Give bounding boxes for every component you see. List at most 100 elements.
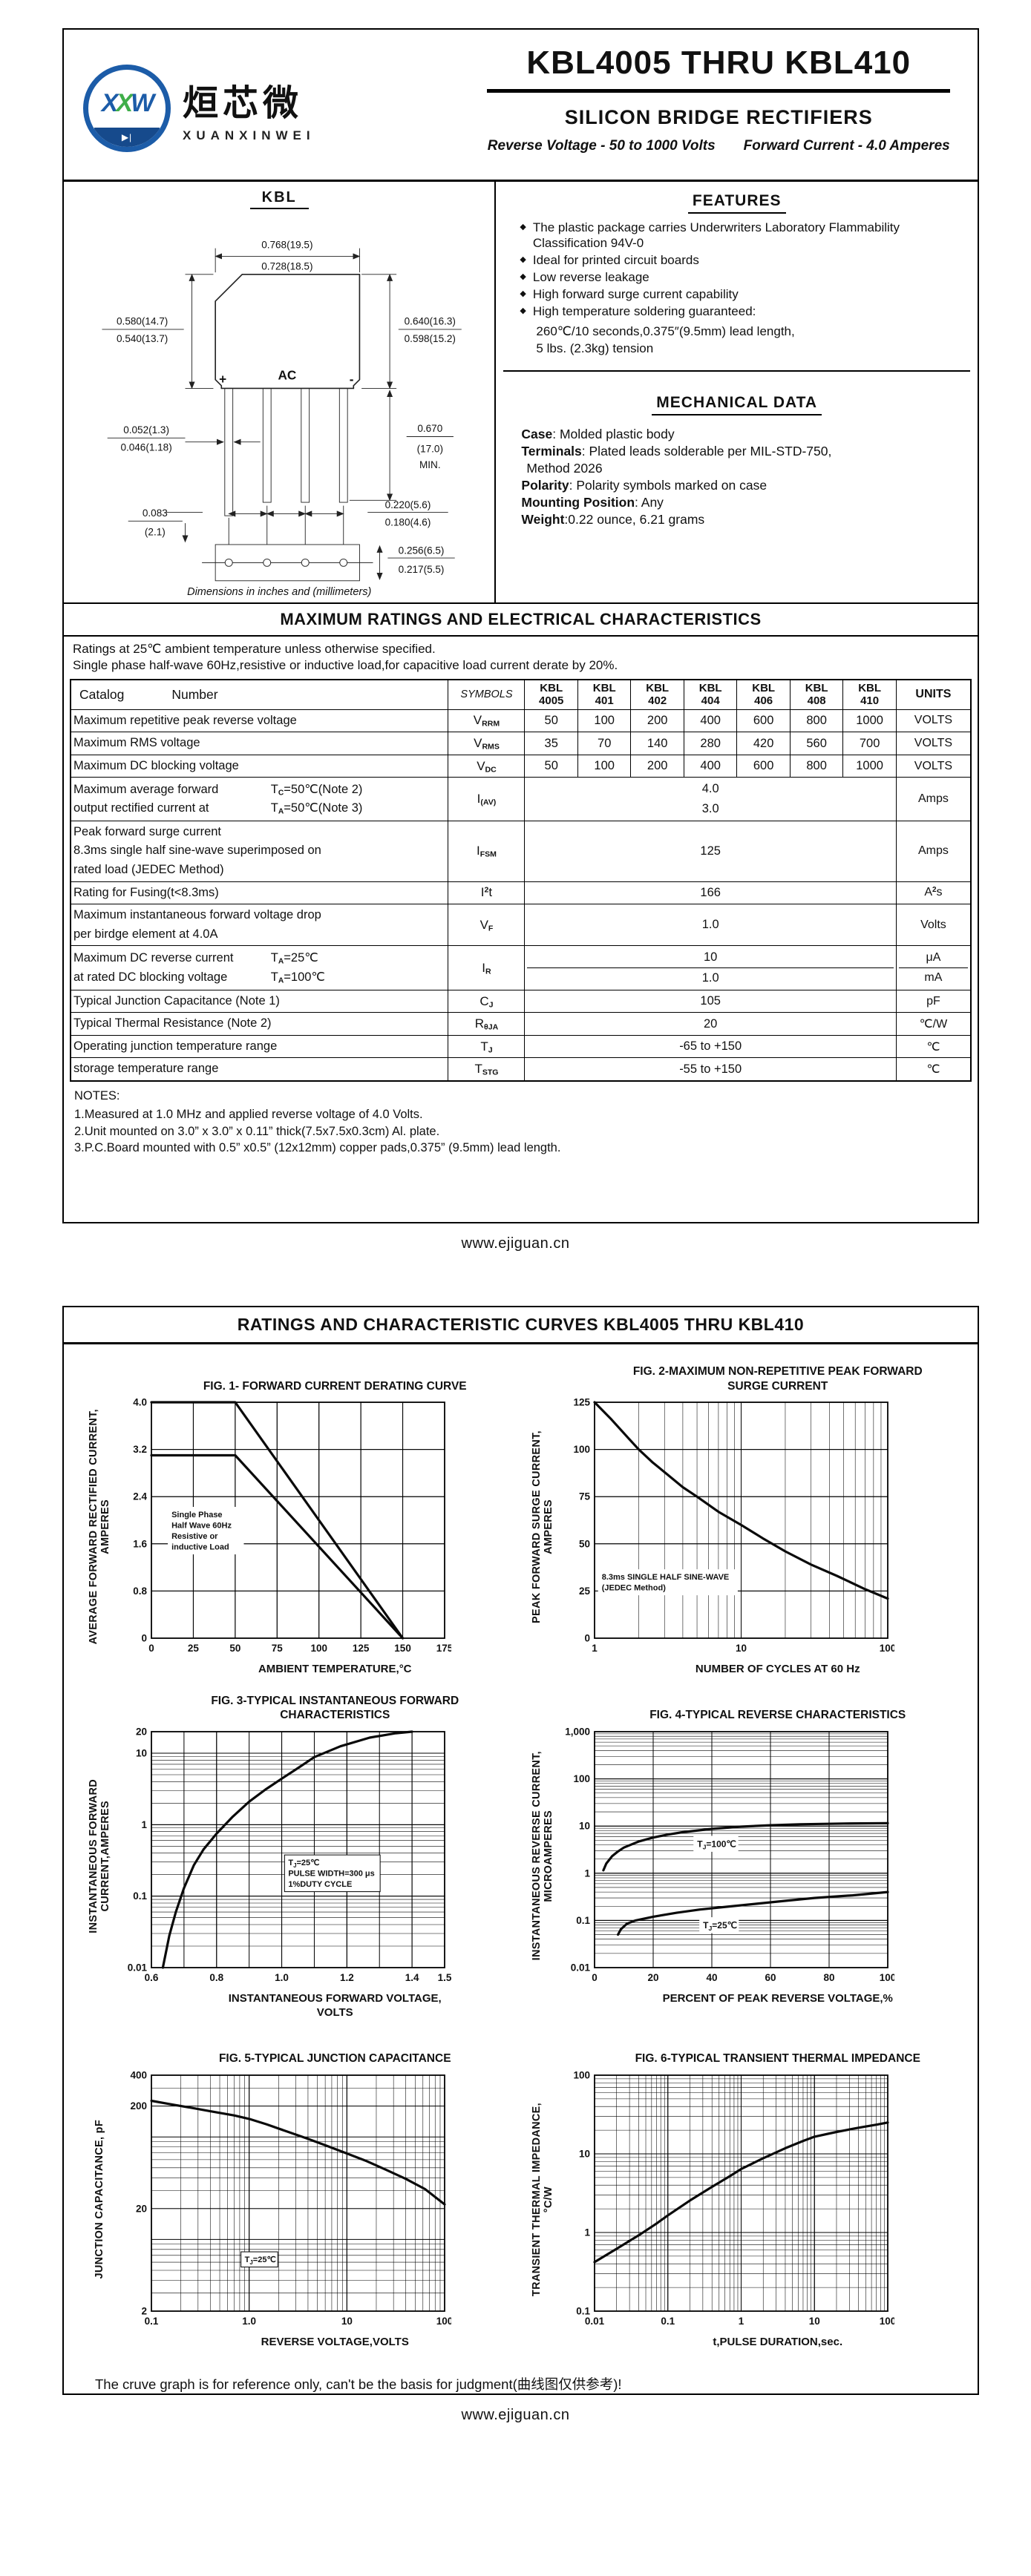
svg-text:1.0: 1.0 bbox=[275, 1972, 289, 1983]
table-row: Maximum instantaneous forward voltage dr… bbox=[70, 904, 972, 947]
svg-text:0.180(4.6): 0.180(4.6) bbox=[385, 517, 431, 528]
header: XXW ▶| 烜芯微 XUANXINWEI KBL4005 THRU KBL41… bbox=[64, 30, 978, 182]
svg-text:4.0: 4.0 bbox=[133, 1397, 147, 1408]
mechanical-line: Terminals: Plated leads solderable per M… bbox=[521, 443, 832, 459]
svg-text:+: + bbox=[219, 372, 226, 387]
fig2-plot: 1 10 100 0 25 50 75 100 125 8.3ms SINGLE HALF SIN… bbox=[573, 1397, 894, 1655]
table-row: Typical Junction Capacitance (Note 1) CJ 1… bbox=[70, 989, 972, 1013]
svg-text:0.6: 0.6 bbox=[145, 1972, 159, 1983]
feature-item: ◆ High temperature soldering guaranteed: bbox=[520, 304, 756, 319]
svg-text:100: 100 bbox=[573, 1444, 590, 1455]
svg-text:100: 100 bbox=[573, 2069, 590, 2080]
svg-text:60: 60 bbox=[765, 1972, 776, 1983]
part-column-header: KBL 401 bbox=[577, 679, 632, 710]
chart-annotation: TJ=25℃ bbox=[240, 2251, 278, 2267]
part-column-header: KBL 406 bbox=[736, 679, 791, 710]
svg-text:1.4: 1.4 bbox=[405, 1972, 419, 1983]
svg-text:1.2: 1.2 bbox=[340, 1972, 354, 1983]
brand-logo: XXW ▶| 烜芯微 XUANXINWEI bbox=[83, 42, 477, 169]
table-row: Maximum DC reverse current TA=25℃ at rated… bbox=[70, 945, 972, 990]
mechanical-data-section: MECHANICAL DATA Case: Molded plastic bod… bbox=[503, 369, 970, 536]
svg-text:AC: AC bbox=[278, 368, 297, 383]
svg-text:TJ=25℃: TJ=25℃ bbox=[703, 1920, 737, 1932]
svg-text:PULSE WIDTH=300 μs: PULSE WIDTH=300 μs bbox=[288, 1869, 374, 1878]
package-outline-drawing: + AC - 0.768(19.5) 0.728(18.5) 0.580(14.… bbox=[102, 240, 462, 582]
svg-text:0.01: 0.01 bbox=[570, 1962, 590, 1973]
diode-icon: ▶| bbox=[94, 128, 160, 147]
curves-page-title: RATINGS AND CHARACTERISTIC CURVES KBL400… bbox=[64, 1307, 978, 1345]
note-line: 2.Unit mounted on 3.0” x 3.0” x 0.11” th… bbox=[74, 1124, 440, 1138]
logo-letters: XXW bbox=[101, 88, 154, 117]
svg-text:0.01: 0.01 bbox=[128, 1962, 148, 1973]
svg-text:20: 20 bbox=[647, 1972, 658, 1983]
note-line: 3.P.C.Board mounted with 0.5” x0.5” (12x… bbox=[74, 1141, 561, 1155]
svg-text:1: 1 bbox=[141, 1818, 147, 1830]
svg-text:TJ=25℃: TJ=25℃ bbox=[245, 2255, 276, 2266]
svg-text:125: 125 bbox=[353, 1643, 370, 1654]
svg-text:20: 20 bbox=[136, 1726, 147, 1737]
notes-block: NOTES: 1.Measured at 1.0 MHz and applied… bbox=[64, 1082, 978, 1157]
subtitle: SILICON BRIDGE RECTIFIERS bbox=[564, 106, 873, 128]
curve-TJ=25C bbox=[616, 1890, 889, 1936]
package-name: KBL bbox=[249, 189, 309, 209]
figure-fig5: FIG. 5-TYPICAL JUNCTION CAPACITANCE JUNCT… bbox=[83, 2037, 522, 2350]
bullet-icon: ◆ bbox=[520, 272, 526, 282]
svg-text:0.1: 0.1 bbox=[145, 2316, 159, 2327]
svg-text:10: 10 bbox=[578, 1820, 589, 1831]
feature-item: ◆ Low reverse leakage bbox=[520, 270, 649, 285]
mechanical-heading: MECHANICAL DATA bbox=[652, 394, 822, 415]
fig3-y-axis-label: INSTANTANEOUS FORWARD CURRENT,AMPERES bbox=[88, 1778, 111, 1933]
package-drawing-panel: KBL + AC - bbox=[64, 182, 497, 602]
svg-text:2: 2 bbox=[141, 2305, 147, 2316]
mechanical-line: Case: Molded plastic body bbox=[521, 426, 675, 441]
figure-fig2: FIG. 2-MAXIMUM NON-REPETITIVE PEAK FORWA… bbox=[526, 1364, 965, 1677]
fig6-x-axis-label: t,PULSE DURATION,sec. bbox=[713, 2335, 843, 2348]
part-column-header: KBL 4005 bbox=[524, 679, 578, 710]
feature-item: ◆ The plastic package carries Underwriter… bbox=[520, 220, 900, 251]
svg-text:80: 80 bbox=[823, 1972, 834, 1983]
part-column-header: KBL 402 bbox=[630, 679, 684, 710]
feature-item: ◆ Ideal for printed circuit boards bbox=[520, 253, 699, 268]
fig1-title: FIG. 1- FORWARD CURRENT DERATING CURVE bbox=[203, 1379, 467, 1393]
chart-annotation: TJ=25℃ bbox=[698, 1916, 739, 1933]
table-row: Typical Thermal Resistance (Note 2) RθJA 2… bbox=[70, 1012, 972, 1036]
svg-text:10: 10 bbox=[578, 2148, 589, 2159]
page-2: RATINGS AND CHARACTERISTIC CURVES KBL400… bbox=[62, 1306, 979, 2396]
mechanical-line: Polarity: Polarity symbols marked on cas… bbox=[521, 477, 767, 493]
brand-logo-mark: XXW ▶| bbox=[83, 65, 171, 152]
svg-text:100: 100 bbox=[310, 1643, 327, 1654]
svg-text:0.1: 0.1 bbox=[576, 1914, 590, 1925]
svg-text:TJ=100℃: TJ=100℃ bbox=[697, 1839, 736, 1850]
svg-text:75: 75 bbox=[578, 1491, 590, 1502]
curve-VF bbox=[161, 1729, 413, 1969]
svg-text:Single Phase: Single Phase bbox=[171, 1511, 222, 1519]
svg-text:1: 1 bbox=[592, 1643, 598, 1654]
notes-items: 1.Measured at 1.0 MHz and applied revers… bbox=[74, 1106, 967, 1157]
svg-text:0.1: 0.1 bbox=[576, 2305, 590, 2316]
svg-text:inductive Load: inductive Load bbox=[171, 1543, 229, 1552]
svg-text:8.3ms SINGLE HALF SINE-WAVE: 8.3ms SINGLE HALF SINE-WAVE bbox=[601, 1573, 729, 1582]
svg-text:1.6: 1.6 bbox=[133, 1538, 147, 1549]
svg-text:0.670: 0.670 bbox=[418, 423, 443, 434]
mechanical-line: Mounting Position: Any bbox=[521, 495, 664, 510]
fig4-x-axis-label: PERCENT OF PEAK REVERSE VOLTAGE,% bbox=[662, 1991, 893, 2005]
ratings-conditions: Ratings at 25℃ ambient temperature unles… bbox=[64, 637, 978, 677]
ratings-heading: MAXIMUM RATINGS AND ELECTRICAL CHARACTER… bbox=[64, 602, 978, 637]
svg-text:0.768(19.5): 0.768(19.5) bbox=[261, 240, 312, 251]
svg-text:(2.1): (2.1) bbox=[145, 526, 166, 537]
svg-text:10: 10 bbox=[341, 2316, 353, 2327]
page-title: KBL4005 THRU KBL410 bbox=[526, 45, 911, 81]
bullet-icon: ◆ bbox=[520, 223, 526, 231]
header-titles: KBL4005 THRU KBL410 SILICON BRIDGE RECTI… bbox=[477, 42, 960, 169]
svg-text:0.220(5.6): 0.220(5.6) bbox=[385, 499, 431, 510]
fig2-title: FIG. 2-MAXIMUM NON-REPETITIVE PEAK FORWA… bbox=[632, 1365, 923, 1393]
fig3-title: FIG. 3-TYPICAL INSTANTANEOUS FORWARD CHAR… bbox=[211, 1694, 459, 1722]
svg-text:1%DUTY CYCLE: 1%DUTY CYCLE bbox=[288, 1880, 352, 1889]
svg-text:0.052(1.3): 0.052(1.3) bbox=[123, 424, 169, 436]
mechanical-lines: Case: Molded plastic body Terminals: Plat… bbox=[505, 421, 969, 529]
svg-text:100: 100 bbox=[879, 1972, 894, 1983]
svg-text:-: - bbox=[350, 372, 354, 387]
fig2-y-axis-label: PEAK FORWARD SURGE CURRENT, AMPERES bbox=[530, 1430, 554, 1624]
svg-text:0: 0 bbox=[148, 1643, 154, 1654]
svg-text:MIN.: MIN. bbox=[419, 459, 441, 470]
